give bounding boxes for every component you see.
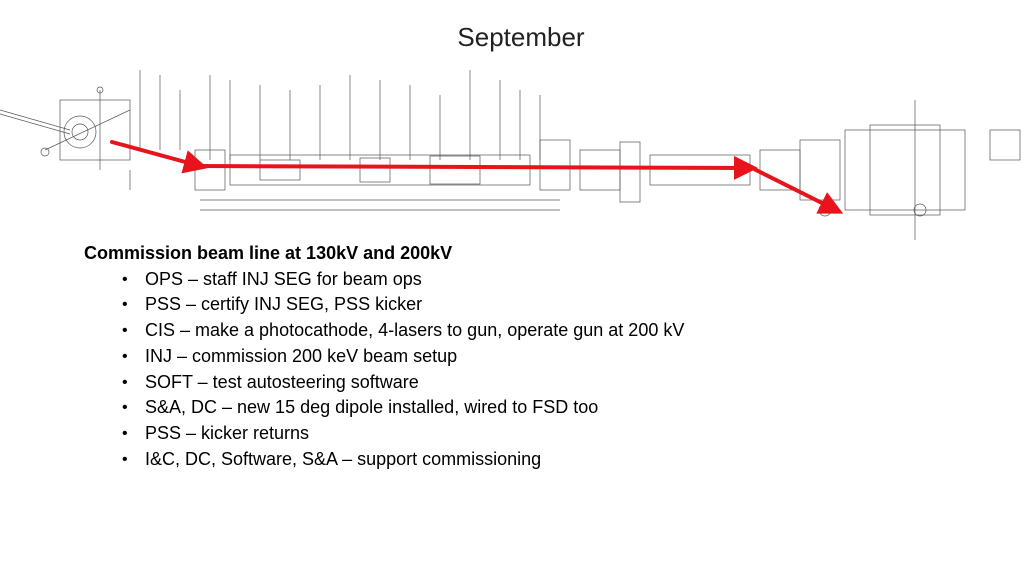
bullet-icon: • <box>122 322 128 340</box>
section-heading: Commission beam line at 130kV and 200kV <box>84 243 453 263</box>
list-item: • I&C, DC, Software, S&A – support commis… <box>84 447 984 473</box>
list-item: • PSS – certify INJ SEG, PSS kicker <box>84 292 984 318</box>
list-item: • INJ – commission 200 keV beam setup <box>84 344 984 370</box>
list-item: • OPS – staff INJ SEG for beam ops <box>84 267 984 293</box>
list-item: • SOFT – test autosteering software <box>84 370 984 396</box>
bullet-icon: • <box>122 347 128 365</box>
bullet-icon: • <box>122 296 128 314</box>
list-item: • S&A, DC – new 15 deg dipole installed, … <box>84 395 984 421</box>
bullet-icon: • <box>122 373 128 391</box>
beamline-schematic <box>0 70 1021 240</box>
list-item: • CIS – make a photocathode, 4-lasers to … <box>84 318 984 344</box>
slide-title: September <box>457 22 585 52</box>
bullet-icon: • <box>122 270 128 288</box>
bullet-icon: • <box>122 424 128 442</box>
list-item: • PSS – kicker returns <box>84 421 984 447</box>
bullet-icon: • <box>122 450 128 468</box>
beam-path-arrows <box>110 140 844 214</box>
task-list: • OPS – staff INJ SEG for beam ops • PSS –… <box>84 267 984 473</box>
bullet-icon: • <box>122 399 128 417</box>
slide-body: Commission beam line at 130kV and 200kV … <box>84 241 984 472</box>
